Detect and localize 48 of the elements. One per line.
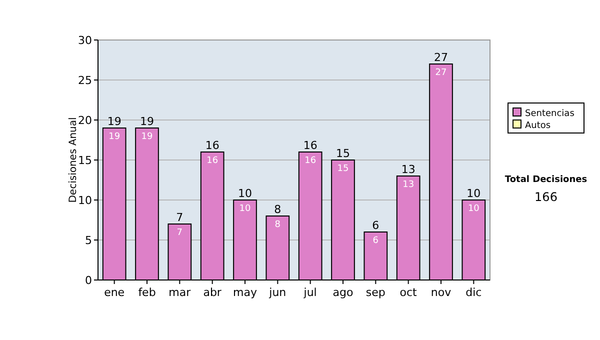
data-label: 6: [372, 236, 379, 246]
x-tick-label: abr: [203, 286, 222, 299]
total-label: 15: [336, 147, 350, 160]
y-tick-label: 30: [78, 34, 92, 47]
data-label: 16: [206, 156, 218, 166]
total-label: 13: [401, 163, 416, 176]
y-tick-label: 20: [78, 114, 92, 127]
x-tick-label: dic: [466, 286, 482, 299]
y-tick-label: 0: [85, 274, 92, 287]
data-label: 19: [141, 132, 153, 142]
total-label: 6: [372, 219, 380, 232]
data-label: 10: [239, 204, 251, 214]
x-tick-label: ene: [104, 286, 125, 299]
y-tick-label: 15: [78, 154, 92, 167]
data-label: 15: [337, 164, 349, 174]
data-label: 13: [402, 180, 414, 190]
y-tick-label: 25: [78, 74, 92, 87]
total-label: 8: [274, 203, 282, 216]
legend-label: Sentencias: [525, 109, 575, 119]
total-label: 19: [140, 115, 154, 128]
x-tick-label: jul: [302, 286, 317, 299]
x-tick-label: nov: [430, 286, 452, 299]
total-label: 19: [107, 115, 122, 128]
y-tick-label: 10: [78, 194, 92, 207]
data-label: 27: [435, 68, 447, 78]
total-label: 27: [434, 51, 448, 64]
total-label: 16: [205, 139, 220, 152]
y-tick-label: 5: [85, 234, 92, 247]
data-label: 16: [304, 156, 316, 166]
total-label: 7: [176, 211, 184, 224]
total-label: 10: [466, 187, 481, 200]
text: 166: [534, 190, 558, 204]
x-tick-label: sep: [366, 286, 386, 299]
data-label: 8: [274, 220, 281, 230]
x-tick-label: jun: [268, 286, 286, 299]
total-label: 16: [303, 139, 318, 152]
x-tick-label: may: [233, 286, 258, 299]
x-tick-label: oct: [400, 286, 418, 299]
data-label: 7: [176, 228, 183, 238]
data-label: 10: [468, 204, 480, 214]
y-axis-title: Decisiones Anual: [68, 117, 79, 203]
data-label: 19: [108, 132, 120, 142]
text: Total Decisiones: [504, 175, 588, 185]
x-tick-label: mar: [168, 286, 192, 299]
legend-label: Autos: [525, 121, 551, 131]
x-tick-label: feb: [138, 286, 156, 299]
x-tick-label: ago: [332, 286, 354, 299]
total-label: 10: [238, 187, 252, 200]
